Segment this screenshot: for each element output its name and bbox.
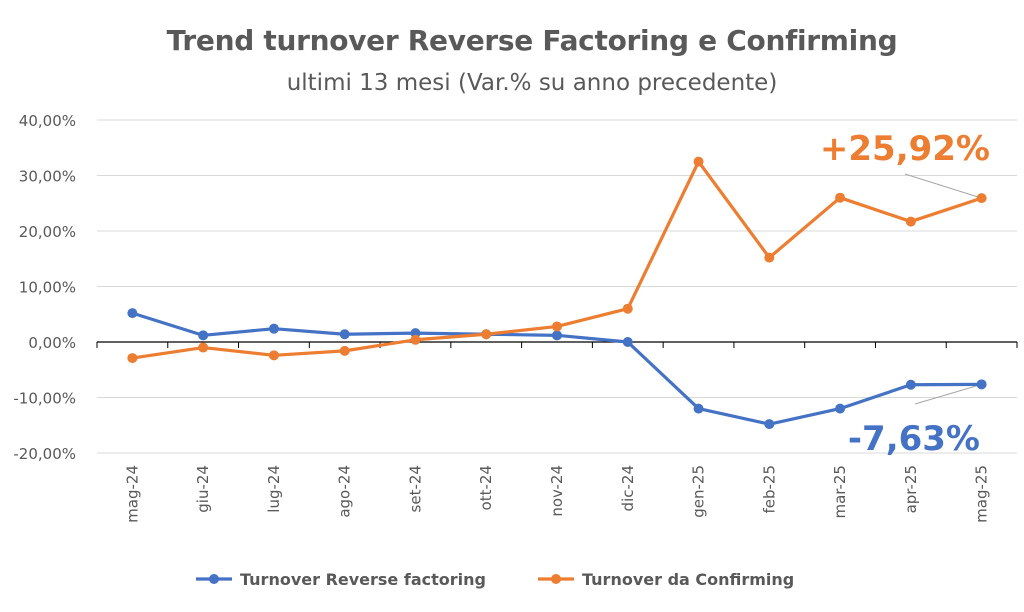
- annotation-leader-line: [904, 173, 982, 199]
- data-point: [622, 303, 633, 314]
- data-point: [198, 330, 209, 341]
- x-tick-label: nov-24: [548, 465, 566, 517]
- data-point: [127, 353, 138, 364]
- annotation-label: +25,92%: [820, 129, 990, 169]
- data-point: [835, 192, 846, 203]
- data-point: [764, 419, 775, 430]
- data-point: [127, 308, 138, 319]
- y-tick-label: -20,00%: [13, 445, 76, 463]
- data-point: [481, 329, 492, 340]
- data-point: [552, 330, 562, 341]
- data-point: [552, 321, 562, 332]
- data-point: [764, 252, 775, 263]
- annotation-leader-line: [914, 383, 982, 405]
- data-point: [835, 403, 846, 414]
- x-tick-label: set-24: [406, 465, 424, 512]
- y-tick-label: 40,00%: [19, 112, 76, 130]
- data-point: [339, 329, 350, 340]
- x-tick-label: mag-25: [973, 465, 991, 523]
- data-point: [693, 156, 704, 167]
- chart-title: Trend turnover Reverse Factoring e Confi…: [166, 24, 898, 57]
- data-point: [976, 193, 987, 204]
- y-tick-label: -10,00%: [13, 390, 76, 408]
- x-tick-label: ott-24: [477, 465, 495, 510]
- x-tick-label: gen-25: [690, 465, 708, 518]
- x-tick-label: ago-24: [336, 465, 354, 518]
- data-point: [905, 379, 916, 390]
- x-tick-label: dic-24: [619, 465, 637, 511]
- x-tick-label: apr-25: [902, 465, 920, 513]
- x-tick-label: feb-25: [760, 465, 778, 514]
- data-point: [693, 403, 704, 414]
- y-tick-label: 0,00%: [28, 334, 76, 352]
- data-point: [268, 350, 279, 361]
- data-point: [268, 323, 279, 334]
- x-tick-label: lug-24: [265, 465, 283, 513]
- legend-marker: [209, 574, 219, 584]
- x-tick-label: giu-24: [194, 465, 212, 513]
- annotation-label: -7,63%: [848, 419, 980, 459]
- y-tick-label: 30,00%: [19, 168, 76, 186]
- data-point: [198, 342, 209, 353]
- x-tick-label: mag-24: [123, 465, 141, 523]
- chart-subtitle: ultimi 13 mesi (Var.% su anno precedente…: [286, 70, 778, 96]
- legend-label: Turnover Reverse factoring: [240, 570, 486, 589]
- data-point: [905, 216, 916, 227]
- legend-label: Turnover da Confirming: [582, 570, 794, 589]
- data-point: [339, 345, 350, 356]
- legend-marker: [551, 574, 561, 584]
- data-point: [410, 334, 421, 345]
- y-tick-label: 10,00%: [19, 279, 76, 297]
- x-tick-label: mar-25: [831, 465, 849, 519]
- y-tick-label: 20,00%: [19, 223, 76, 241]
- data-point: [622, 337, 633, 347]
- data-point: [976, 379, 987, 390]
